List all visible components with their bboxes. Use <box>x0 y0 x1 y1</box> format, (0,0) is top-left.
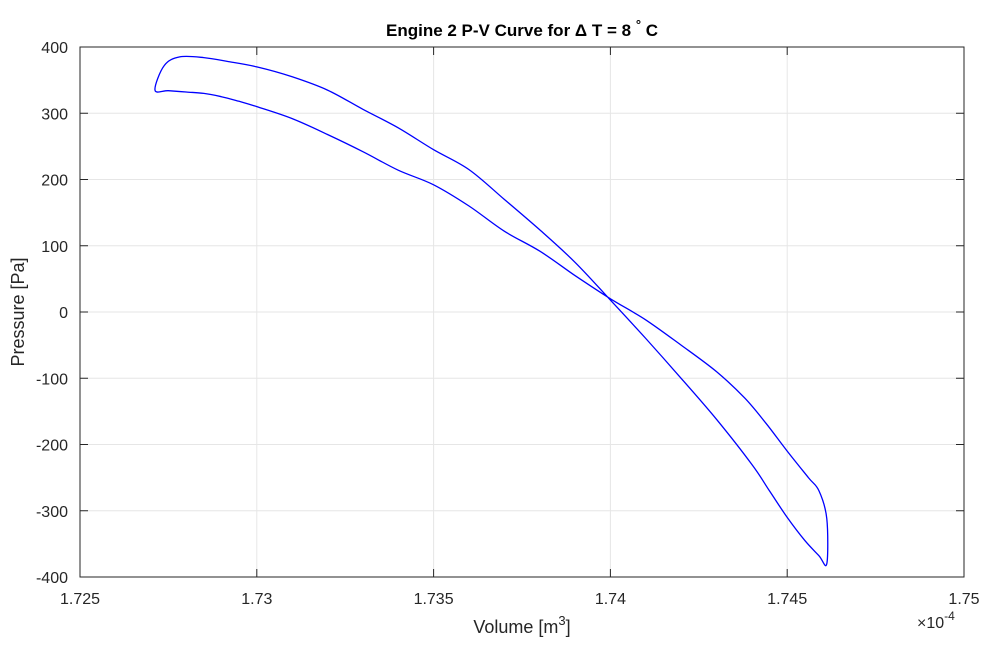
x-exponent-label: ×10-4 <box>917 609 955 632</box>
x-tick-label: 1.75 <box>948 591 979 608</box>
x-tick-label: 1.73 <box>241 591 272 608</box>
pv-curve-line <box>154 55 829 567</box>
x-tick-label: 1.725 <box>60 591 100 608</box>
y-tick-label: 0 <box>59 305 68 322</box>
x-tick-labels: 1.725 1.73 1.735 1.74 1.745 1.75 <box>60 591 980 608</box>
y-axis-label: Pressure [Pa] <box>8 257 28 366</box>
x-tick-label: 1.74 <box>595 591 626 608</box>
x-axis-label: Volume [m3] <box>473 613 570 637</box>
chart-title: Engine 2 P-V Curve for Δ T = 8 ° C <box>386 17 658 40</box>
y-tick-label: 300 <box>41 106 68 123</box>
y-tick-label: -400 <box>36 570 68 587</box>
y-tick-label: 100 <box>41 239 68 256</box>
grid-lines <box>79 46 965 578</box>
y-tick-label: -300 <box>36 504 68 521</box>
x-tick-label: 1.735 <box>414 591 454 608</box>
y-tick-label: 200 <box>41 173 68 190</box>
y-tick-label: 400 <box>41 40 68 57</box>
y-tick-label: -100 <box>36 371 68 388</box>
axis-ticks <box>79 46 965 578</box>
x-tick-label: 1.745 <box>767 591 807 608</box>
y-tick-labels: -400 -300 -200 -100 0 100 200 300 400 <box>36 40 68 587</box>
y-tick-label: -200 <box>36 438 68 455</box>
